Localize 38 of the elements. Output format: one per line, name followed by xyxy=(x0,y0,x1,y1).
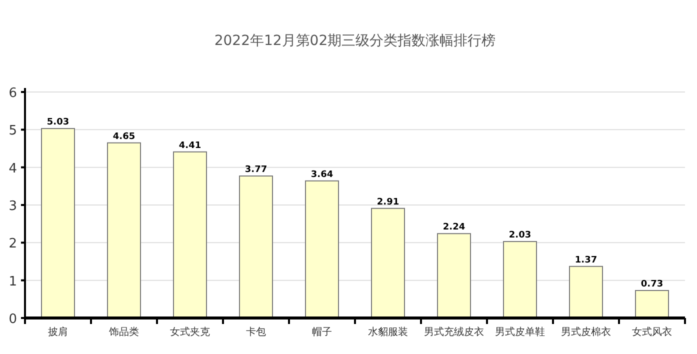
data-label: 2.91 xyxy=(376,197,400,208)
data-label: 2.24 xyxy=(442,222,466,233)
y-tick-label: 1 xyxy=(8,274,17,290)
data-label: 3.77 xyxy=(244,164,268,175)
data-label: 5.03 xyxy=(46,118,70,128)
y-tick-label: 5 xyxy=(8,124,17,139)
x-tick-label: 饰品类 xyxy=(108,326,139,338)
x-tick-label: 女式夹克 xyxy=(170,326,210,338)
data-label: 4.65 xyxy=(112,132,136,142)
y-tick-label: 2 xyxy=(8,236,17,252)
x-tick-label: 男式皮单鞋 xyxy=(495,326,545,338)
y-tick-label: 6 xyxy=(8,86,17,101)
data-label: 0.73 xyxy=(640,280,664,290)
x-tick-label: 卡包 xyxy=(246,326,266,338)
bar xyxy=(305,180,339,318)
bar xyxy=(371,208,405,318)
data-label: 1.37 xyxy=(574,255,598,266)
x-tick-label: 帽子 xyxy=(312,326,332,338)
bar xyxy=(173,151,207,318)
bar xyxy=(437,233,471,318)
bar xyxy=(503,241,537,318)
x-tick-label: 女式风衣 xyxy=(632,326,672,338)
x-tick-label: 披肩 xyxy=(48,326,68,338)
x-tick-label: 男式皮棉衣 xyxy=(561,326,611,338)
x-tick-label: 男式充绒皮衣 xyxy=(424,326,484,338)
bar xyxy=(41,128,75,318)
data-label: 2.03 xyxy=(508,230,532,241)
y-tick-label: 3 xyxy=(8,199,17,214)
bar xyxy=(239,175,273,318)
chart-title: 2022年12月第02期三级分类指数涨幅排行榜 xyxy=(214,33,496,49)
bar xyxy=(107,142,141,318)
data-label: 4.41 xyxy=(178,140,202,151)
x-tick-label: 水貂服装 xyxy=(368,326,408,338)
y-tick-label: 4 xyxy=(8,161,17,176)
y-tick-label: 0 xyxy=(8,312,17,327)
bar xyxy=(569,266,603,318)
data-label: 3.64 xyxy=(310,170,334,180)
bar xyxy=(635,290,669,318)
